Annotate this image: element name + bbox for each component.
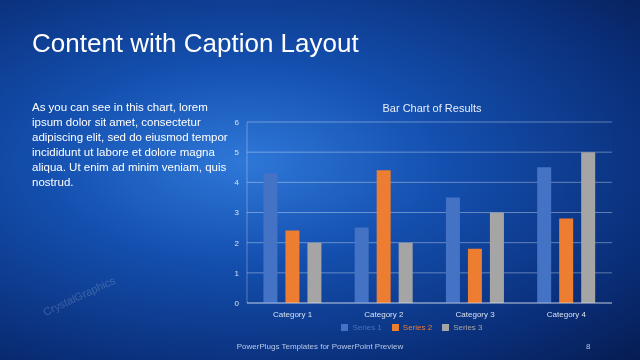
svg-text:5: 5 bbox=[235, 148, 240, 157]
svg-text:Category 4: Category 4 bbox=[547, 310, 587, 319]
svg-text:Category 3: Category 3 bbox=[456, 310, 496, 319]
html-text:Series 1: Series 1 bbox=[352, 323, 382, 332]
html-text:PowerPlugs Templates for Power: PowerPlugs Templates for PowerPoint Prev… bbox=[236, 342, 404, 351]
svg-text:0: 0 bbox=[235, 299, 240, 308]
svg-text:3: 3 bbox=[235, 208, 240, 217]
html-text:Bar Chart of Results: Bar Chart of Results bbox=[382, 102, 482, 114]
svg-text:6: 6 bbox=[235, 118, 240, 127]
html-text:Content with Caption Layout: Content with Caption Layout bbox=[32, 28, 359, 58]
html-text:Series 3: Series 3 bbox=[453, 323, 483, 332]
svg-text:Category 2: Category 2 bbox=[364, 310, 404, 319]
svg-text:Category 1: Category 1 bbox=[273, 310, 313, 319]
html-text:8: 8 bbox=[586, 342, 591, 351]
html-text:Series 2: Series 2 bbox=[402, 323, 433, 332]
html-text:CrystalGraphics: CrystalGraphics bbox=[41, 274, 118, 318]
svg-text:1: 1 bbox=[235, 269, 240, 278]
svg-text:4: 4 bbox=[235, 178, 240, 187]
svg-text:2: 2 bbox=[235, 239, 240, 248]
html-text:As you can see in this chart,: As you can see in this chart, lorem ipsu… bbox=[32, 101, 228, 188]
